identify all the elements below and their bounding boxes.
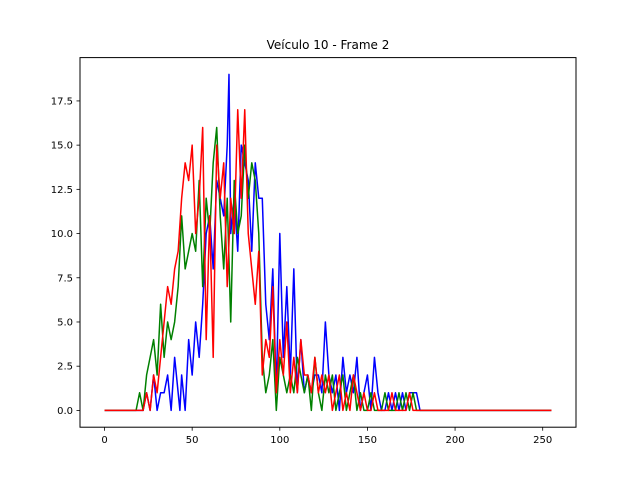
y-tick-label: 10.0 <box>51 229 73 240</box>
series-line-1 <box>104 73 552 412</box>
x-tick-label: 100 <box>270 435 289 446</box>
y-tick-label: 2.5 <box>57 362 73 373</box>
x-tick-label: 50 <box>186 435 199 446</box>
series-layer <box>104 73 552 412</box>
y-tick-label: 17.5 <box>51 96 73 107</box>
plot-frame <box>79 57 577 428</box>
x-axis: 0 50 100 150 200 250 <box>101 427 552 446</box>
y-tick-label: 15.0 <box>51 141 73 152</box>
y-tick-label: 0.0 <box>57 406 73 417</box>
x-tick-label: 200 <box>446 435 465 446</box>
x-tick-label: 150 <box>358 435 377 446</box>
y-tick-label: 7.5 <box>57 273 73 284</box>
y-tick-label: 12.5 <box>51 185 73 196</box>
series-line-2 <box>104 126 552 412</box>
y-axis: 0.0 2.5 5.0 7.5 10.0 12.5 15.0 17.5 <box>51 96 80 417</box>
x-tick-label: 0 <box>101 435 107 446</box>
series-line-3 <box>104 109 552 412</box>
chart-title: Veículo 10 - Frame 2 <box>267 38 390 52</box>
x-tick-label: 250 <box>533 435 552 446</box>
y-tick-label: 5.0 <box>57 317 73 328</box>
